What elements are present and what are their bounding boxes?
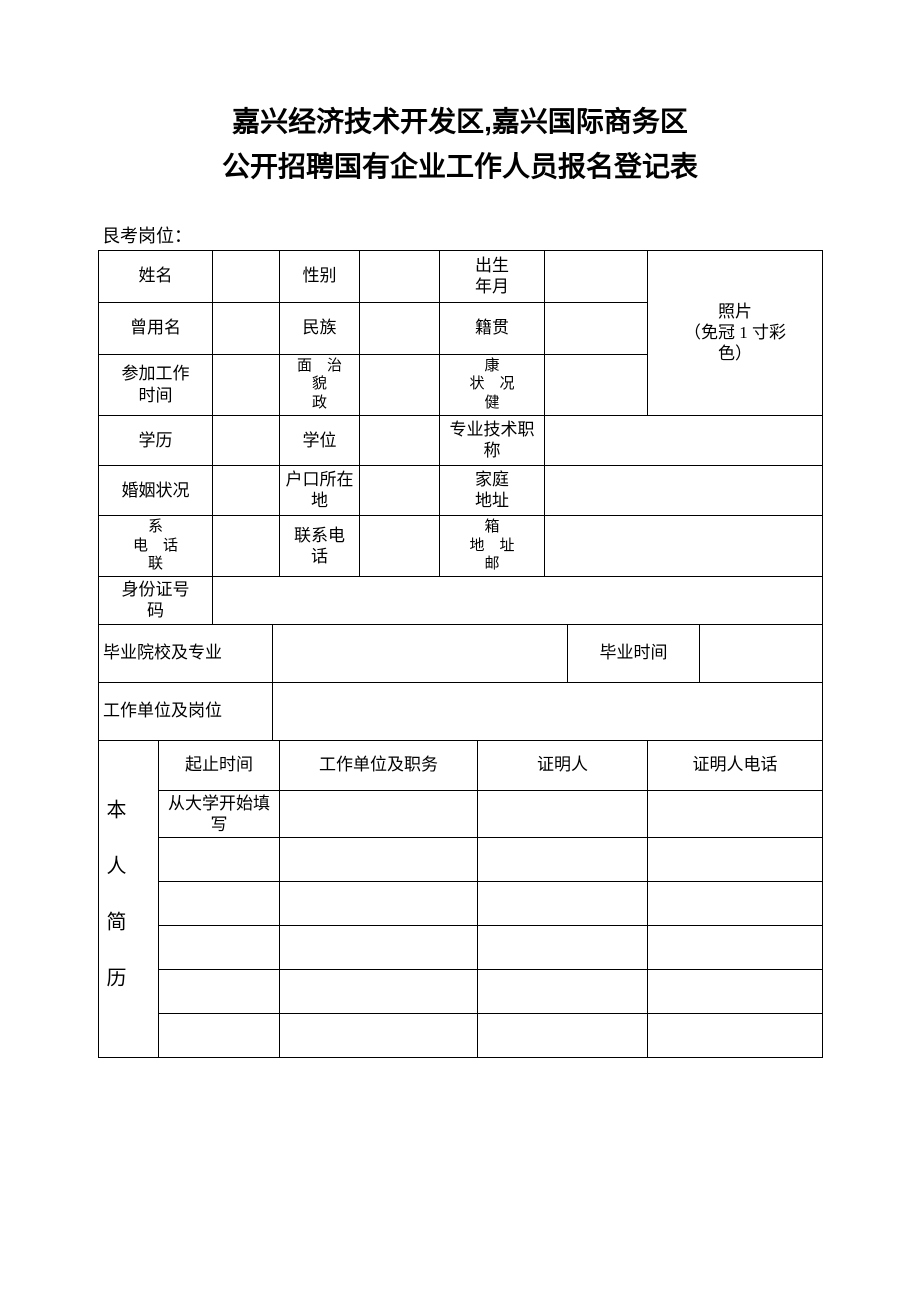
label-gender: 性别	[280, 250, 360, 302]
resume-row-period[interactable]: 从大学开始填写	[159, 790, 280, 838]
label-grad-school: 毕业院校及专业	[99, 624, 273, 682]
input-hukou[interactable]	[360, 465, 440, 515]
input-political[interactable]	[360, 354, 440, 415]
label-pro-title: 专业技术职 称	[440, 415, 545, 465]
label-education: 学历	[99, 415, 213, 465]
resume-row-witness-phone[interactable]	[648, 1014, 823, 1058]
label-home-addr: 家庭 地址	[440, 465, 545, 515]
input-work-start[interactable]	[213, 354, 280, 415]
resume-col-unit: 工作单位及职务	[280, 740, 478, 790]
resume-row-witness-phone[interactable]	[648, 882, 823, 926]
resume-row-unit[interactable]	[280, 882, 478, 926]
resume-row-period[interactable]	[159, 882, 280, 926]
resume-row-witness[interactable]	[478, 790, 648, 838]
input-grad-school[interactable]	[273, 624, 568, 682]
label-ethnicity: 民族	[280, 302, 360, 354]
input-native-place[interactable]	[545, 302, 648, 354]
label-grad-time: 毕业时间	[568, 624, 700, 682]
resume-row-unit[interactable]	[280, 970, 478, 1014]
input-marital[interactable]	[213, 465, 280, 515]
resume-col-witness: 证明人	[478, 740, 648, 790]
resume-row-witness[interactable]	[478, 1014, 648, 1058]
input-gender[interactable]	[360, 250, 440, 302]
resume-row-witness[interactable]	[478, 838, 648, 882]
input-degree[interactable]	[360, 415, 440, 465]
input-health[interactable]	[545, 354, 648, 415]
position-label: 艮考岗位：	[98, 222, 822, 248]
label-name: 姓名	[99, 250, 213, 302]
resume-row-witness-phone[interactable]	[648, 926, 823, 970]
input-name[interactable]	[213, 250, 280, 302]
input-id-number[interactable]	[213, 577, 823, 625]
resume-row-witness[interactable]	[478, 926, 648, 970]
registration-form-table: 姓名 性别 出生 年月 照片 （免冠 1 寸彩 色） 曾用名 民族 籍贯 参加工…	[98, 250, 823, 1059]
label-resume: 本人简历	[99, 740, 159, 1058]
resume-row-period[interactable]	[159, 970, 280, 1014]
input-phone[interactable]	[213, 515, 280, 576]
resume-row-unit[interactable]	[280, 790, 478, 838]
label-email: 箱 地 址 邮	[440, 515, 545, 576]
label-contact-phone: 联系电 话	[280, 515, 360, 576]
resume-col-period: 起止时间	[159, 740, 280, 790]
label-work-unit: 工作单位及岗位	[99, 682, 273, 740]
input-birth[interactable]	[545, 250, 648, 302]
resume-row-unit[interactable]	[280, 838, 478, 882]
resume-row-witness-phone[interactable]	[648, 970, 823, 1014]
label-phone: 系 电 话 联	[99, 515, 213, 576]
resume-col-witness-phone: 证明人电话	[648, 740, 823, 790]
input-grad-time[interactable]	[700, 624, 823, 682]
resume-row-unit[interactable]	[280, 926, 478, 970]
input-email[interactable]	[545, 515, 823, 576]
resume-row-period[interactable]	[159, 926, 280, 970]
label-work-start: 参加工作 时间	[99, 354, 213, 415]
resume-row-witness-phone[interactable]	[648, 838, 823, 882]
label-birth: 出生 年月	[440, 250, 545, 302]
page-title-line2: 公开招聘国有企业工作人员报名登记表	[98, 145, 822, 190]
resume-row-witness[interactable]	[478, 970, 648, 1014]
input-contact-phone[interactable]	[360, 515, 440, 576]
label-id-number: 身份证号 码	[99, 577, 213, 625]
input-education[interactable]	[213, 415, 280, 465]
label-political: 面 治 貌 政	[280, 354, 360, 415]
input-former-name[interactable]	[213, 302, 280, 354]
input-ethnicity[interactable]	[360, 302, 440, 354]
resume-row-period[interactable]	[159, 838, 280, 882]
resume-row-unit[interactable]	[280, 1014, 478, 1058]
resume-row-witness-phone[interactable]	[648, 790, 823, 838]
label-native-place: 籍贯	[440, 302, 545, 354]
input-pro-title[interactable]	[545, 415, 823, 465]
page-title-line1: 嘉兴经济技术开发区,嘉兴国际商务区	[98, 100, 822, 145]
resume-row-period[interactable]	[159, 1014, 280, 1058]
photo-placeholder: 照片 （免冠 1 寸彩 色）	[648, 250, 823, 415]
label-degree: 学位	[280, 415, 360, 465]
input-home-addr[interactable]	[545, 465, 823, 515]
input-work-unit[interactable]	[273, 682, 823, 740]
label-former-name: 曾用名	[99, 302, 213, 354]
label-hukou: 户口所在 地	[280, 465, 360, 515]
label-marital: 婚姻状况	[99, 465, 213, 515]
label-health: 康 状 况 健	[440, 354, 545, 415]
resume-row-witness[interactable]	[478, 882, 648, 926]
